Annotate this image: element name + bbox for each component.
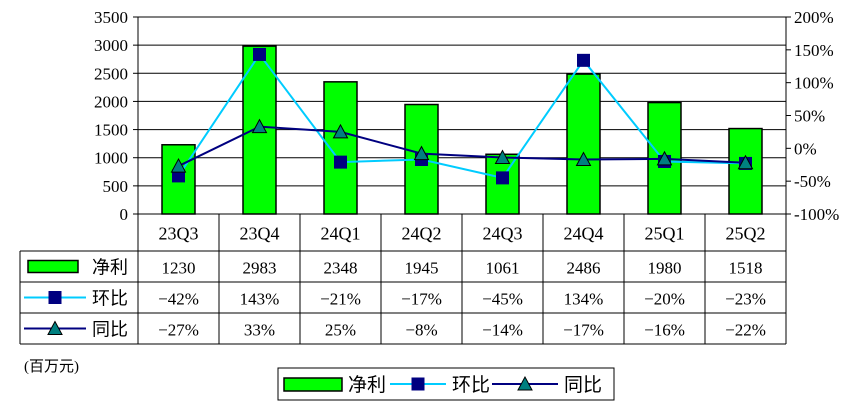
data-label-同比: −8% [405,321,437,340]
unit-label: (百万元) [24,359,79,375]
x-tick-label: 24Q2 [402,224,442,244]
legend-label-yoy: 同比 [564,374,602,396]
table-row-label: 同比 [92,320,128,340]
legend-label-net-profit: 净利 [348,374,386,396]
table-row-label: 净利 [92,258,128,278]
mom-point-24Q3 [496,171,509,185]
x-tick-label: 25Q1 [645,224,685,244]
data-label-环比: −21% [320,290,361,309]
data-label-环比: −45% [482,290,523,309]
x-tick-label: 23Q3 [159,224,199,244]
yoy-point-24Q3 [494,149,511,165]
y-left-tick-label: 3000 [94,36,128,55]
y-right-tick-label: 150% [794,41,834,60]
y-right-tick-label: 50% [794,107,825,126]
data-label-同比: −16% [644,321,685,340]
bar-24Q4 [566,73,601,215]
mom-point-24Q1 [334,155,347,169]
data-label-环比: −42% [158,290,199,309]
data-label-净利: 2983 [243,259,277,278]
series-line-mom [177,52,746,180]
data-label-环比: −17% [401,290,442,309]
legend-swatch-bar [283,377,343,392]
data-label-同比: 33% [244,321,275,340]
data-label-环比: 134% [564,290,604,309]
y-right-tick-label: -100% [794,205,839,224]
y-left-tick-label: 500 [103,177,129,196]
data-label-同比: 25% [325,321,356,340]
y-right-tick-label: -50% [794,172,831,191]
legend-swatch-mom-marker [411,377,425,391]
table-key-bar [27,259,79,274]
mom-point-24Q4 [577,53,590,67]
data-label-环比: −23% [725,290,766,309]
x-tick-label: 23Q4 [240,224,280,244]
data-label-净利: 1061 [486,259,520,278]
data-label-同比: −22% [725,321,766,340]
x-tick-label: 24Q3 [483,224,523,244]
legend-swatch-yoy-marker [517,375,533,391]
data-label-环比: −20% [644,290,685,309]
data-label-净利: 2486 [567,259,601,278]
yoy-point-25Q1 [656,150,673,166]
yoy-point-24Q2 [413,145,430,161]
data-label-净利: 2348 [324,259,358,278]
y-right-tick-label: 100% [794,74,834,93]
data-label-净利: 1980 [648,259,682,278]
x-tick-label: 24Q4 [564,224,604,244]
yoy-point-25Q2 [737,154,754,170]
yoy-point-24Q1 [332,123,349,139]
x-tick-label: 24Q1 [321,224,361,244]
y-left-tick-label: 1000 [94,149,128,168]
data-label-同比: −27% [158,321,199,340]
legend-label-mom: 环比 [452,374,490,396]
yoy-point-24Q4 [575,151,592,166]
data-label-同比: −17% [563,321,604,340]
table-key-triangle-marker [47,320,63,335]
y-left-tick-label: 2000 [94,92,128,111]
data-label-净利: 1518 [729,259,763,278]
data-label-环比: 143% [240,290,280,309]
y-left-tick-label: 1500 [94,121,128,140]
data-label-净利: 1945 [405,259,439,278]
table-key-square-marker [48,291,62,304]
y-left-tick-label: 0 [120,205,129,224]
y-left-tick-label: 3500 [94,8,128,27]
y-right-tick-label: 0% [794,139,817,158]
data-label-同比: −14% [482,321,523,340]
x-tick-label: 25Q2 [726,224,766,244]
yoy-point-23Q4 [251,118,268,134]
mom-point-23Q4 [253,47,266,61]
y-left-tick-label: 2500 [94,64,128,83]
yoy-point-23Q3 [170,158,187,173]
bar-25Q2 [728,127,763,215]
data-label-净利: 1230 [162,259,196,278]
y-right-tick-label: 200% [794,8,834,27]
series-line-yoy [178,125,746,167]
table-row-label: 环比 [92,289,128,309]
